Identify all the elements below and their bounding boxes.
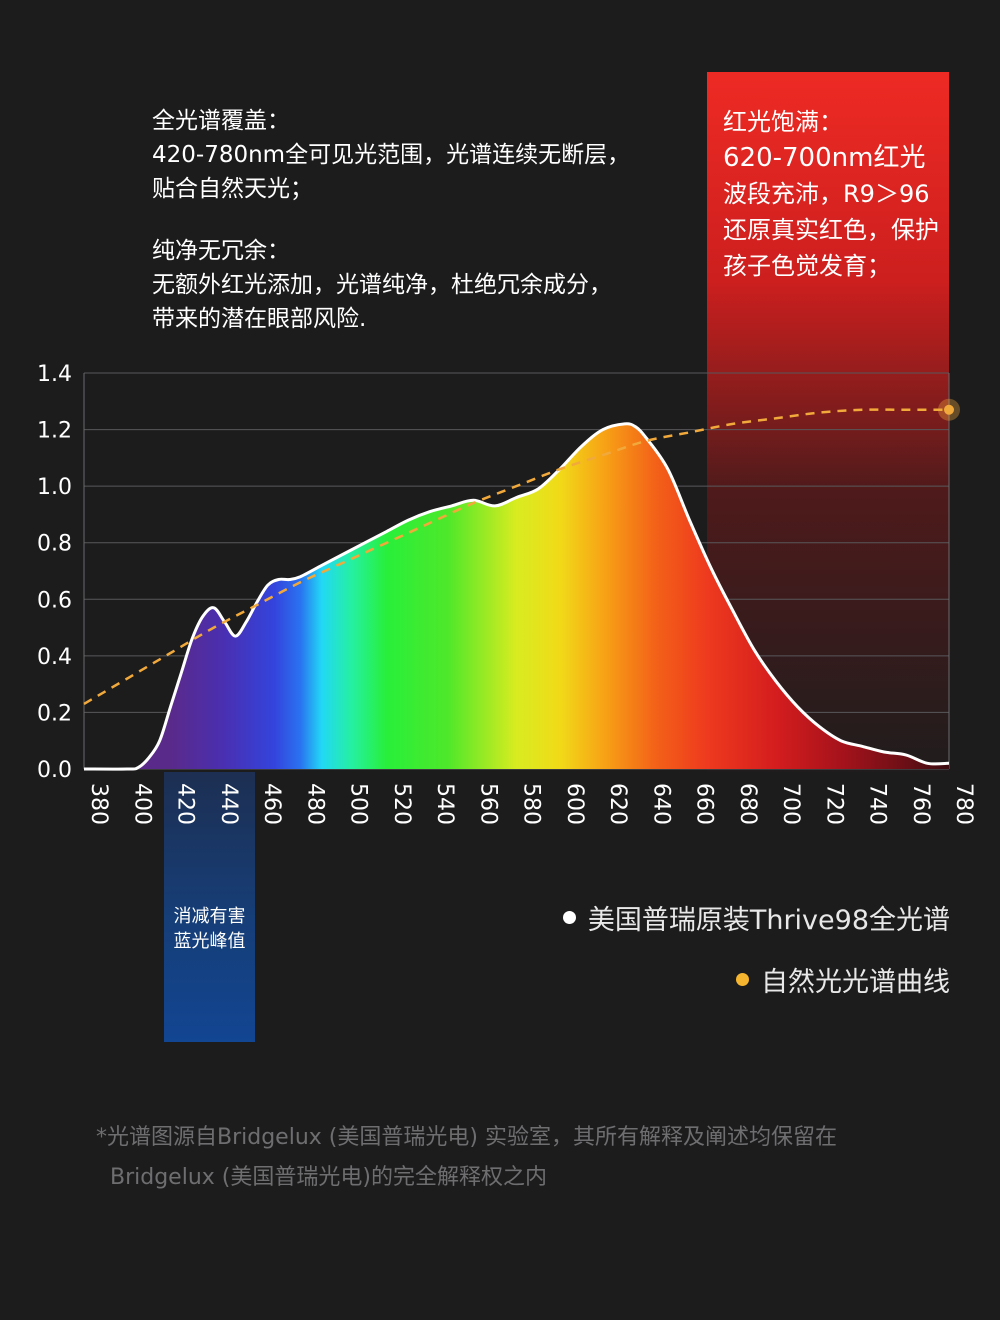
red-light-line: 620-700nm红光 bbox=[723, 143, 926, 173]
x-tick-label: 760 bbox=[908, 783, 933, 825]
x-tick-label: 400 bbox=[129, 783, 154, 825]
y-tick-label: 1.4 bbox=[37, 362, 72, 387]
red-light-line: 孩子色觉发育； bbox=[723, 252, 891, 280]
y-tick-label: 0.4 bbox=[37, 645, 72, 670]
x-tick-label: 680 bbox=[735, 783, 760, 825]
x-tick-label: 580 bbox=[519, 783, 544, 825]
pure-spectrum-line: 无额外红光添加，光谱纯净，杜绝冗余成分， bbox=[152, 272, 612, 298]
full-spectrum-line: 贴合自然天光； bbox=[152, 176, 313, 202]
x-tick-label: 440 bbox=[216, 783, 241, 825]
pure-spectrum-feature: 纯净无冗余： 无额外红光添加，光谱纯净，杜绝冗余成分， 带来的潜在眼部风险. bbox=[152, 234, 672, 336]
pure-spectrum-line: 带来的潜在眼部风险. bbox=[152, 306, 367, 332]
x-tick-label: 660 bbox=[692, 783, 717, 825]
x-tick-label: 620 bbox=[605, 783, 630, 825]
y-tick-label: 0.6 bbox=[37, 588, 72, 613]
blue-light-line: 蓝光峰值 bbox=[173, 931, 246, 952]
x-tick-label: 640 bbox=[648, 783, 673, 825]
x-tick-label: 500 bbox=[346, 783, 371, 825]
y-axis-ticks: 0.0 0.2 0.4 0.6 0.8 1.0 1.2 1.4 bbox=[37, 362, 72, 783]
x-tick-label: 740 bbox=[865, 783, 890, 825]
legend-natural-light-label: 自然光光谱曲线 bbox=[761, 967, 950, 998]
blue-light-highlight-panel bbox=[164, 772, 255, 1042]
spectrum-chart: 0.0 0.2 0.4 0.6 0.8 1.0 1.2 1.4 380 400 420 440 460… bbox=[37, 362, 976, 825]
full-spectrum-title: 全光谱覆盖： bbox=[152, 108, 290, 134]
x-tick-label: 700 bbox=[778, 783, 803, 825]
y-tick-label: 0.2 bbox=[37, 701, 72, 726]
source-footnote: *光谱图源自Bridgelux (美国普瑞光电) 实验室，其所有解释及阐述均保留… bbox=[96, 1118, 956, 1198]
x-tick-label: 600 bbox=[562, 783, 587, 825]
red-light-line: 波段充沛，R9＞96 bbox=[723, 180, 930, 208]
footnote-line: Bridgelux (美国普瑞光电)的完全解释权之内 bbox=[110, 1165, 547, 1190]
legend-natural-light: 自然光光谱曲线 bbox=[736, 960, 950, 999]
x-tick-label: 780 bbox=[951, 783, 976, 825]
thrive98-spectrum-outline bbox=[83, 422, 950, 771]
x-tick-label: 480 bbox=[302, 783, 327, 825]
x-tick-label: 420 bbox=[173, 783, 198, 825]
full-spectrum-line: 420-780nm全可见光范围，光谱连续无断层， bbox=[152, 142, 631, 168]
red-light-feature: 红光饱满： 620-700nm红光 波段充沛，R9＞96 还原真实红色，保护 孩… bbox=[723, 104, 949, 284]
full-spectrum-feature: 全光谱覆盖： 420-780nm全可见光范围，光谱连续无断层， 贴合自然天光； bbox=[152, 104, 672, 206]
red-light-title: 红光饱满： bbox=[723, 108, 843, 136]
legend-thrive98-label: 美国普瑞原装Thrive98全光谱 bbox=[587, 905, 950, 936]
y-tick-label: 0.0 bbox=[37, 758, 72, 783]
legend-thrive98: 美国普瑞原装Thrive98全光谱 bbox=[562, 898, 950, 937]
x-tick-label: 560 bbox=[475, 783, 500, 825]
natural-curve-end-marker bbox=[944, 404, 954, 415]
x-tick-label: 460 bbox=[259, 783, 284, 825]
natural-light-curve bbox=[83, 408, 949, 705]
y-tick-label: 0.8 bbox=[37, 532, 72, 557]
footnote-line: *光谱图源自Bridgelux (美国普瑞光电) 实验室，其所有解释及阐述均保留… bbox=[96, 1125, 837, 1150]
y-tick-label: 1.0 bbox=[37, 475, 72, 500]
thrive98-spectrum-area bbox=[84, 423, 949, 770]
blue-light-line: 消减有害 bbox=[173, 906, 246, 927]
x-tick-label: 540 bbox=[432, 783, 457, 825]
pure-spectrum-title: 纯净无冗余： bbox=[152, 238, 290, 264]
white-dot-icon bbox=[562, 911, 576, 924]
x-tick-label: 720 bbox=[821, 783, 846, 825]
blue-light-feature: 消减有害 蓝光峰值 bbox=[164, 904, 255, 954]
red-light-line: 还原真实红色，保护 bbox=[723, 216, 939, 244]
x-axis-ticks: 380 400 420 440 460 480 500 520 540 560 580 600 620 6… bbox=[86, 783, 976, 825]
x-tick-label: 380 bbox=[86, 783, 111, 825]
gold-dot-icon bbox=[736, 973, 749, 986]
x-tick-label: 520 bbox=[389, 783, 414, 825]
y-tick-label: 1.2 bbox=[37, 419, 72, 444]
